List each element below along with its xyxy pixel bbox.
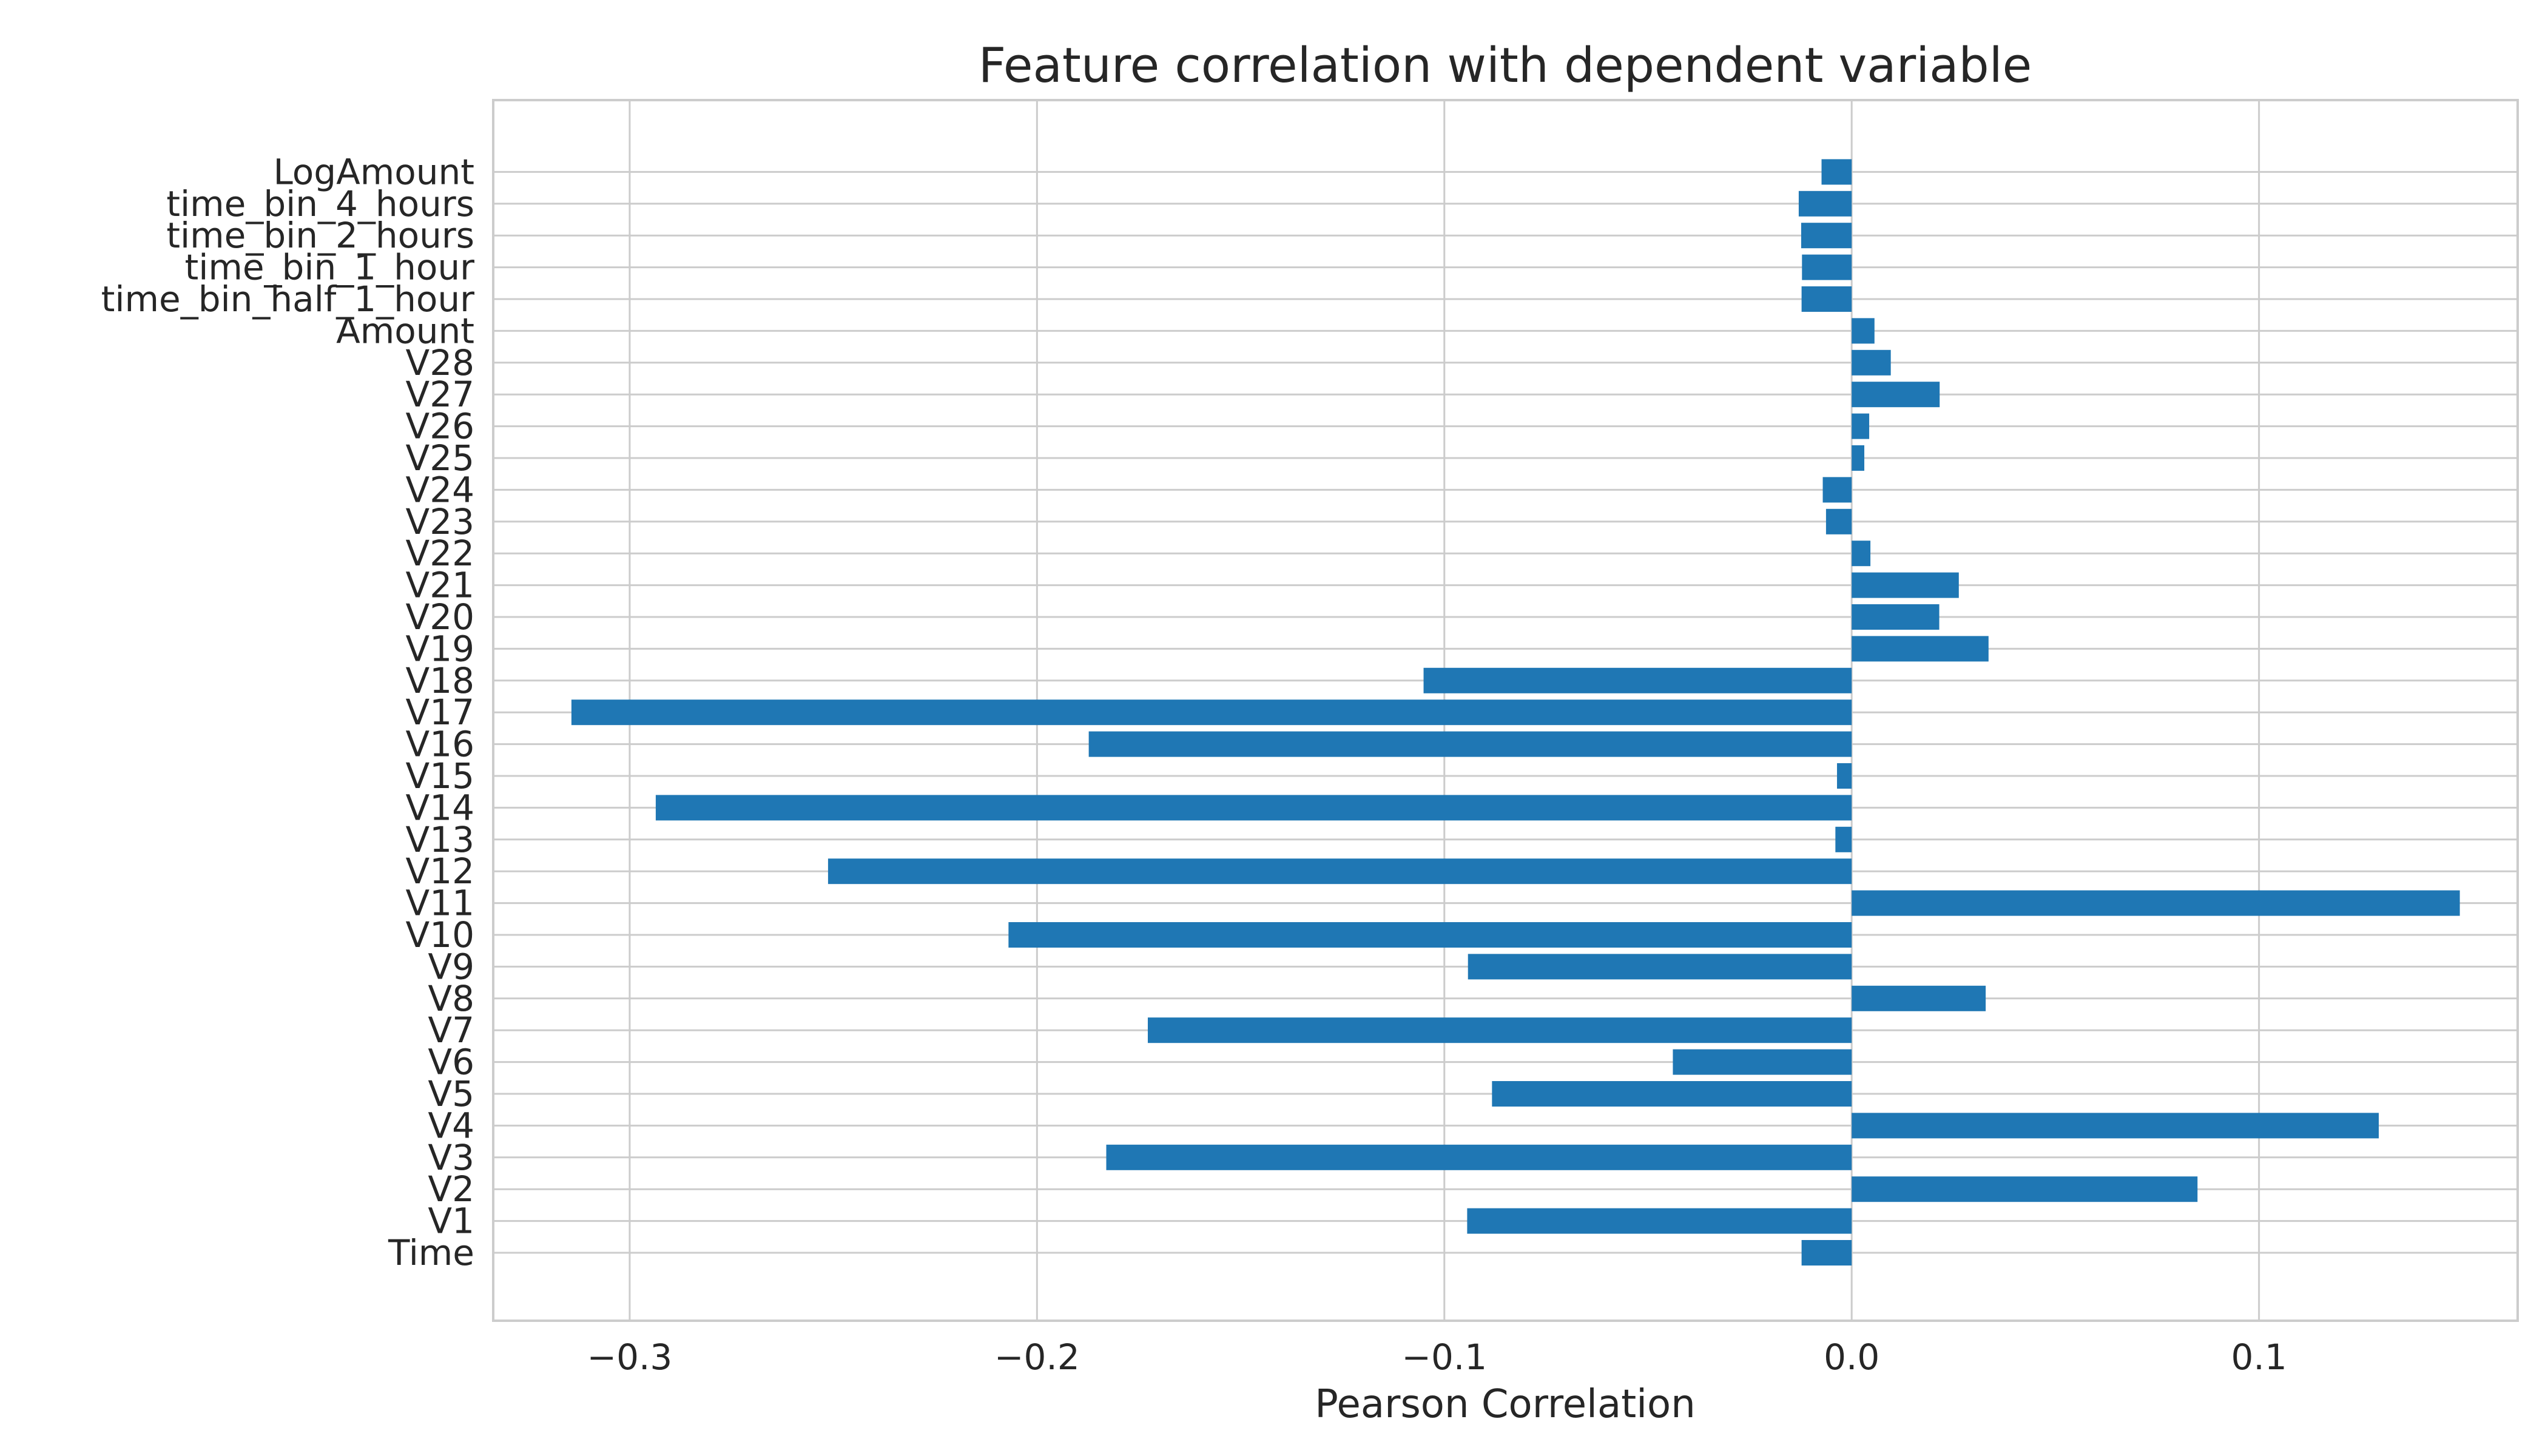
bar-V1 [1467,1208,1852,1234]
x-tick-label: −0.2 [994,1336,1080,1378]
bar-V24 [1822,477,1852,503]
y-tick-label: V8 [428,978,474,1019]
y-tick-label: V24 [406,469,474,510]
bar-Time [1801,1240,1852,1266]
y-tick-label: V6 [428,1042,474,1083]
bar-time_bin_2_hours [1801,223,1852,249]
bar-V11 [1852,890,2460,916]
bar-V25 [1852,445,1865,471]
plot-frame [492,99,2519,1322]
y-tick-label: V4 [428,1105,474,1146]
y-tick-label: V20 [406,596,474,638]
y-tick-label: V1 [428,1201,474,1242]
bars [571,159,2460,1266]
bar-V19 [1852,636,1989,662]
y-tick-label: V22 [406,533,474,574]
y-tick-label: V11 [406,883,474,924]
y-tick-label: V28 [406,342,474,383]
bar-LogAmount [1821,159,1852,185]
y-tick-label: time_bin_half_1_hour [101,278,474,320]
x-tick-label: −0.3 [587,1336,673,1378]
bar-V26 [1852,413,1870,439]
y-tick-label: V12 [406,851,474,892]
y-tick-label: V16 [406,724,474,765]
y-tick-label: V17 [406,692,474,733]
y-tick-label: time_bin_4_hours [166,183,474,224]
x-tick-label: −0.1 [1401,1336,1487,1378]
bar-V21 [1852,572,1959,598]
bar-V15 [1837,763,1852,789]
y-tick-label: V2 [428,1168,474,1210]
y-tick-label: V3 [428,1137,474,1178]
y-tick-label: V19 [406,628,474,669]
bar-V14 [655,795,1852,821]
x-tick-label: 0.0 [1824,1336,1879,1378]
bar-V9 [1468,954,1852,980]
y-tick-label: V21 [406,565,474,606]
y-tick-label: LogAmount [273,151,474,192]
bar-V12 [827,858,1852,885]
y-tick-label: Time [388,1232,474,1273]
bar-V2 [1852,1176,2198,1202]
y-tick-label: V23 [406,501,474,542]
y-tick-label: Amount [336,310,474,351]
bar-V10 [1008,922,1852,948]
bar-V5 [1492,1081,1852,1107]
bar-V27 [1852,382,1940,408]
x-axis-label: Pearson Correlation [1315,1382,1696,1427]
bar-V22 [1852,541,1871,567]
y-tick-label: V7 [428,1009,474,1051]
bar-V7 [1147,1017,1852,1043]
bar-time_bin_half_1_hour [1801,286,1852,312]
bar-V8 [1852,985,1986,1011]
y-tick-label: V25 [406,437,474,479]
bar-time_bin_4_hours [1798,190,1852,217]
bar-V4 [1852,1113,2379,1139]
bar-V17 [571,699,1852,726]
y-tick-label: time_bin_2_hours [166,215,474,256]
y-tick-label: time_bin_1_hour [185,247,475,288]
y-tick-label: V26 [406,406,474,447]
y-tick-label: V18 [406,660,474,701]
bar-V3 [1106,1144,1852,1170]
y-tick-label: V10 [406,914,474,956]
y-tick-labels: TimeV1V2V3V4V5V6V7V8V9V10V11V12V13V14V15… [101,151,474,1273]
y-tick-label: V15 [406,755,474,797]
bar-V6 [1673,1049,1852,1075]
y-tick-label: V14 [406,787,474,828]
y-tick-label: V9 [428,946,474,987]
y-tick-label: V5 [428,1073,474,1114]
bar-Amount [1852,318,1875,344]
y-tick-label: V13 [406,819,474,860]
bar-V23 [1825,508,1852,534]
y-tick-label: V27 [406,374,474,415]
bar-time_bin_1_hour [1802,254,1852,280]
bar-V13 [1835,826,1852,852]
bar-V16 [1088,731,1852,757]
chart-title: Feature correlation with dependent varia… [979,38,2032,93]
bar-V20 [1852,604,1940,630]
x-tick-labels: −0.3 −0.2 −0.1 0.0 0.1 [587,1336,2287,1378]
bar-V18 [1423,667,1852,693]
x-tick-label: 0.1 [2231,1336,2287,1378]
bar-V28 [1852,349,1891,376]
